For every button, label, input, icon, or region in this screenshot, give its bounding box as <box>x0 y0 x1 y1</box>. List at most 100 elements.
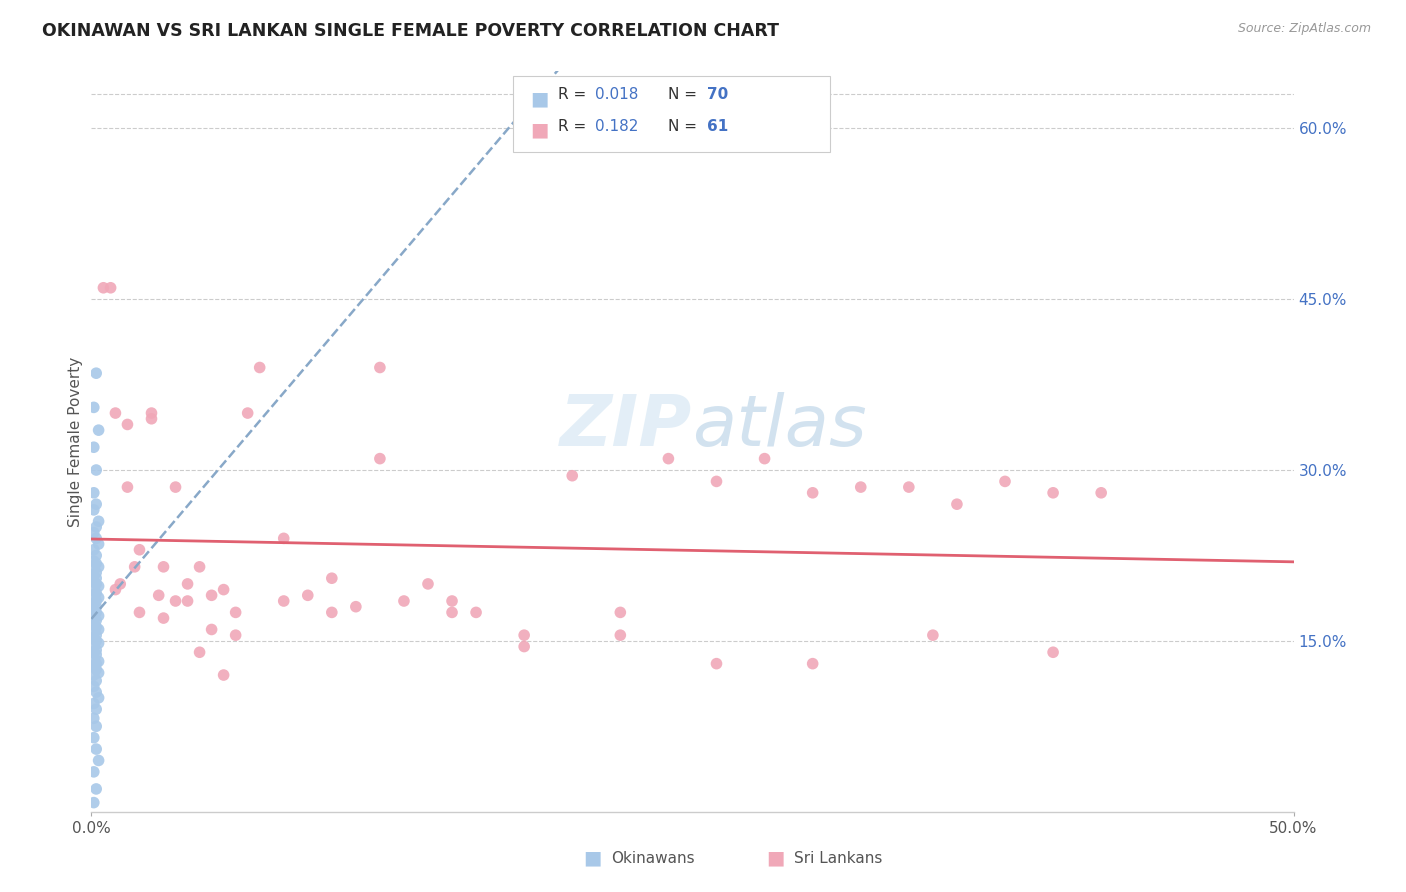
Text: ■: ■ <box>530 120 548 139</box>
Point <box>83 525 105 540</box>
Point <box>368 360 391 375</box>
Point <box>83 542 105 557</box>
Point <box>236 406 259 420</box>
Point <box>87 579 110 593</box>
Point <box>83 796 105 810</box>
Text: R =: R = <box>558 87 592 103</box>
Point <box>87 690 110 705</box>
Point <box>93 281 115 295</box>
Text: Okinawans: Okinawans <box>612 851 695 865</box>
Point <box>83 651 105 665</box>
Point <box>84 594 107 608</box>
Point <box>201 588 224 602</box>
Point <box>128 542 150 557</box>
Point <box>83 645 105 659</box>
Point <box>440 606 463 620</box>
Point <box>83 485 105 500</box>
Point <box>84 781 107 796</box>
Text: 0.182: 0.182 <box>595 119 638 134</box>
Point <box>87 623 110 637</box>
Point <box>609 606 631 620</box>
Point <box>87 514 110 528</box>
Point <box>83 602 105 616</box>
Point <box>83 711 105 725</box>
Point <box>83 632 105 646</box>
Point <box>83 611 105 625</box>
Point <box>83 554 105 568</box>
Point <box>84 742 107 756</box>
Point <box>87 591 110 605</box>
Point <box>946 497 969 511</box>
Point <box>465 606 488 620</box>
Point <box>83 668 105 682</box>
Point <box>84 719 107 733</box>
Point <box>84 366 107 380</box>
Point <box>416 577 439 591</box>
Text: 0.018: 0.018 <box>595 87 638 103</box>
Point <box>87 654 110 668</box>
Point <box>87 608 110 623</box>
Point <box>84 549 107 563</box>
Point <box>849 480 872 494</box>
Point <box>110 577 132 591</box>
Point <box>141 406 163 420</box>
Y-axis label: Single Female Poverty: Single Female Poverty <box>67 357 83 526</box>
Point <box>100 281 122 295</box>
Point <box>84 702 107 716</box>
Point <box>83 401 105 415</box>
Point <box>368 451 391 466</box>
Point <box>152 611 174 625</box>
Text: ■: ■ <box>530 89 548 108</box>
Point <box>83 616 105 631</box>
Point <box>83 680 105 694</box>
Point <box>84 599 107 614</box>
Point <box>87 636 110 650</box>
Point <box>513 628 536 642</box>
Point <box>141 411 163 425</box>
Point <box>117 480 139 494</box>
Point <box>1042 485 1064 500</box>
Point <box>83 503 105 517</box>
Point <box>84 532 107 546</box>
Point <box>83 569 105 583</box>
Point <box>84 657 107 671</box>
Point <box>1042 645 1064 659</box>
Point <box>188 559 211 574</box>
Point <box>148 588 170 602</box>
Point <box>83 598 105 612</box>
Point <box>212 582 235 597</box>
Point <box>84 662 107 676</box>
Point <box>344 599 367 614</box>
Point <box>84 633 107 648</box>
Point <box>321 606 343 620</box>
Point <box>87 423 110 437</box>
Point <box>165 594 187 608</box>
Point <box>87 665 110 680</box>
Point <box>84 557 107 571</box>
Text: ■: ■ <box>766 848 785 868</box>
Point <box>83 574 105 589</box>
Point <box>754 451 776 466</box>
Point <box>201 623 224 637</box>
Point <box>83 640 105 654</box>
Point <box>84 648 107 662</box>
Point <box>84 613 107 627</box>
Point <box>561 468 583 483</box>
Point <box>922 628 945 642</box>
Text: 70: 70 <box>707 87 728 103</box>
Point <box>104 406 127 420</box>
Point <box>706 475 728 489</box>
Point <box>801 485 824 500</box>
Point <box>897 480 920 494</box>
Point <box>84 566 107 580</box>
Point <box>84 577 107 591</box>
Point <box>706 657 728 671</box>
Point <box>84 497 107 511</box>
Point <box>297 588 319 602</box>
Point <box>84 586 107 600</box>
Text: Source: ZipAtlas.com: Source: ZipAtlas.com <box>1237 22 1371 36</box>
Point <box>273 594 295 608</box>
Text: ■: ■ <box>583 848 602 868</box>
Point <box>609 628 631 642</box>
Text: atlas: atlas <box>692 392 868 461</box>
